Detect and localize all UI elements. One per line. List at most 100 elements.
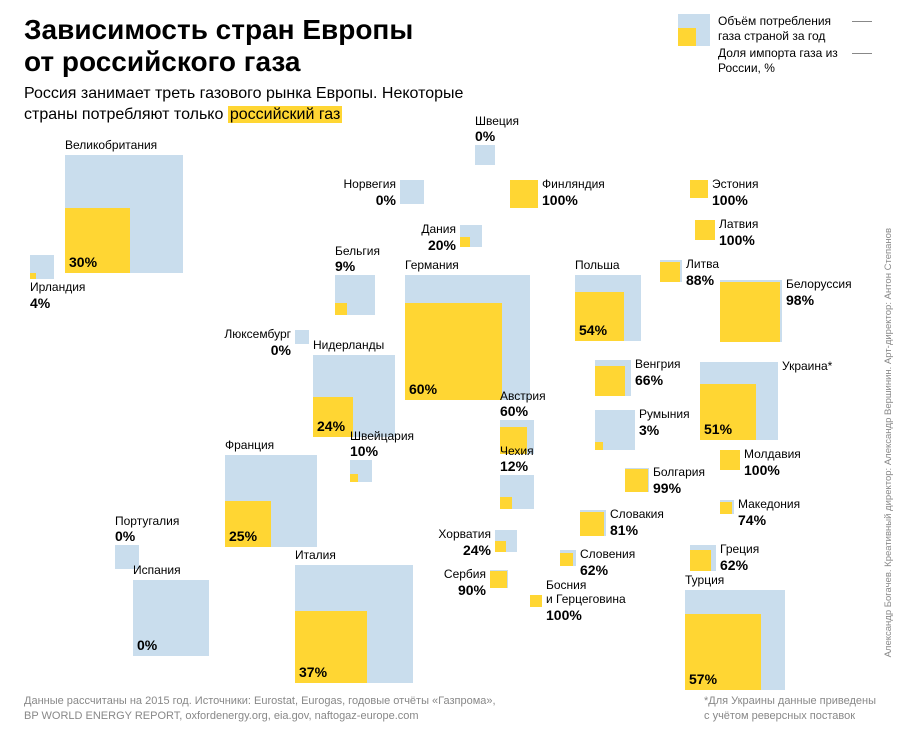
country-name: Германия [405, 259, 459, 273]
country-block: Венгрия66% [595, 360, 631, 396]
country-percent: 100% [546, 607, 582, 623]
legend-inner-label: Доля импорта газа из России, % [718, 46, 848, 76]
country-percent: 9% [335, 258, 355, 274]
country-block: Франция25% [225, 455, 317, 547]
country-name: Бельгия [335, 245, 380, 259]
russia-share-box [530, 595, 542, 607]
country-percent: 30% [69, 254, 97, 270]
country-percent: 62% [580, 562, 608, 578]
country-percent: 81% [610, 522, 638, 538]
country-name: Австрия [500, 390, 546, 404]
country-block: Словакия81% [580, 510, 606, 536]
country-name: Ирландия [30, 281, 85, 295]
russia-share-box [495, 541, 506, 552]
country-percent: 0% [115, 528, 135, 544]
country-block: Молдавия100% [720, 450, 740, 470]
consumption-box [475, 145, 495, 165]
russia-share-box [500, 497, 512, 509]
country-percent: 12% [500, 458, 528, 474]
country-name: Босния и Герцеговина [546, 579, 626, 607]
country-block: Босния и Герцеговина100% [530, 595, 542, 607]
legend-line-inner [852, 53, 872, 54]
russia-share-box [690, 550, 711, 571]
country-name: Великобритания [65, 139, 157, 153]
legend-row-outer: Объём потребления газа страной за год До… [678, 14, 876, 76]
country-percent: 100% [719, 232, 755, 248]
subtitle: Россия занимает треть газового рынка Евр… [24, 84, 463, 126]
country-name: Эстония [712, 178, 759, 192]
country-name: Хорватия [438, 528, 491, 542]
country-percent: 57% [689, 671, 717, 687]
credits: Александр Богачев. Креативный директор: … [883, 228, 894, 657]
russia-share-box [335, 303, 347, 315]
country-percent: 0% [271, 342, 291, 358]
country-block: Чехия12% [500, 475, 534, 509]
country-block: Хорватия24% [495, 530, 517, 552]
infographic-canvas: Зависимость стран Европы от российского … [0, 0, 900, 737]
country-percent: 99% [653, 480, 681, 496]
country-block: Латвия100% [695, 220, 715, 240]
country-block: Румыния3% [595, 410, 635, 450]
country-name: Словения [580, 548, 635, 562]
country-name: Португалия [115, 515, 179, 529]
russia-share-box [30, 273, 36, 279]
country-name: Испания [133, 564, 181, 578]
russia-share-box [695, 220, 715, 240]
country-block: Финляндия100% [510, 180, 538, 208]
country-percent: 0% [137, 637, 157, 653]
country-name: Венгрия [635, 358, 681, 372]
country-percent: 66% [635, 372, 663, 388]
russia-share-box [660, 262, 680, 282]
country-block: Ирландия4% [30, 255, 54, 279]
country-block: Польша54% [575, 275, 641, 341]
country-name: Белоруссия [786, 278, 852, 292]
country-block: Сербия90% [490, 570, 508, 588]
subtitle-highlight: российский газ [228, 106, 343, 123]
country-name: Латвия [719, 218, 758, 232]
russia-share-box [690, 180, 708, 198]
country-name: Македония [738, 498, 800, 512]
country-name: Италия [295, 549, 336, 563]
country-percent: 100% [542, 192, 578, 208]
country-name: Украина* [782, 360, 832, 374]
country-name: Болгария [653, 466, 705, 480]
country-percent: 88% [686, 272, 714, 288]
country-name: Чехия [500, 445, 534, 459]
country-percent: 24% [463, 542, 491, 558]
country-block: Болгария99% [625, 468, 649, 492]
country-percent: 90% [458, 582, 486, 598]
country-name: Франция [225, 439, 274, 453]
consumption-box [400, 180, 424, 204]
legend: Объём потребления газа страной за год До… [678, 14, 876, 80]
country-name: Сербия [444, 568, 486, 582]
country-name: Нидерланды [313, 339, 384, 353]
country-percent: 100% [712, 192, 748, 208]
country-percent: 62% [720, 557, 748, 573]
country-percent: 54% [579, 322, 607, 338]
russia-share-box [560, 553, 573, 566]
country-block: Норвегия0% [400, 180, 424, 204]
country-name: Словакия [610, 508, 664, 522]
country-name: Норвегия [343, 178, 396, 192]
country-percent: 0% [475, 128, 495, 144]
country-block: Дания20% [460, 225, 482, 247]
country-block: Турция57% [685, 590, 785, 690]
country-percent: 37% [299, 664, 327, 680]
country-name: Греция [720, 543, 759, 557]
country-block: Словения62% [560, 550, 576, 566]
country-block: Греция62% [690, 545, 716, 571]
footnote-sources: Данные рассчитаны на 2015 год. Источники… [24, 694, 496, 723]
country-block: Швейцария10% [350, 460, 372, 482]
country-name: Швейцария [350, 430, 414, 444]
country-percent: 74% [738, 512, 766, 528]
country-block: Бельгия9% [335, 275, 375, 315]
russia-share-box [625, 469, 648, 492]
country-block: Италия37% [295, 565, 413, 683]
country-name: Швеция [475, 115, 519, 129]
country-percent: 60% [500, 403, 528, 419]
country-block: Люксембург0% [295, 330, 309, 344]
title: Зависимость стран Европы от российского … [24, 14, 413, 78]
russia-share-box [490, 571, 507, 588]
country-block: Белоруссия98% [720, 280, 782, 342]
country-block: Германия60% [405, 275, 530, 400]
